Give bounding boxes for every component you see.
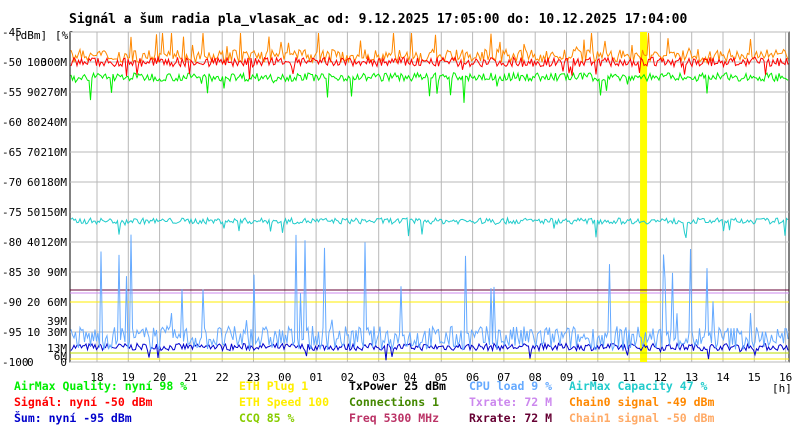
y-tick-rate-extra: 13M: [47, 342, 67, 355]
y-tick-dbm: -80: [2, 236, 22, 249]
series-sign-l-line: [70, 55, 789, 80]
y-tick-dbm: -100: [2, 356, 29, 369]
y-tick-rate: 300M: [41, 56, 68, 69]
legend-item: Signál: nyní -50 dBm: [14, 395, 153, 409]
x-tick-label: 01: [309, 371, 322, 384]
y-tick-dbm: -45: [2, 26, 22, 39]
x-tick-label: 11: [622, 371, 635, 384]
y-tick-pct: 0: [27, 356, 34, 369]
series-airmax-capacity-line: [70, 216, 789, 239]
chart-title: Signál a šum radia pla_vlasak_ac od: 9.1…: [69, 12, 687, 27]
y-tick-pct: 30: [27, 266, 40, 279]
y-tick-pct: 70: [27, 146, 40, 159]
y-tick-pct: 40: [27, 236, 40, 249]
x-tick-label: 02: [341, 371, 354, 384]
x-tick-label: 16: [779, 371, 792, 384]
y-tick-dbm: -50: [2, 56, 22, 69]
x-tick-label: 07: [497, 371, 510, 384]
legend-item: AirMax Quality: nyní 98 %: [14, 379, 188, 393]
x-tick-label: 20: [153, 371, 166, 384]
x-tick-label: 09: [560, 371, 573, 384]
y-tick-rate: 30M: [47, 326, 67, 339]
x-tick-label: 04: [403, 371, 417, 384]
y-tick-rate: 0: [60, 356, 67, 369]
y-tick-pct: 10: [27, 326, 40, 339]
x-tick-label: 05: [435, 371, 448, 384]
unit-dbm-label: [dBm]: [14, 29, 47, 42]
series-um-line: [70, 341, 789, 361]
y-tick-rate: 210M: [41, 146, 68, 159]
y-tick-dbm: -65: [2, 146, 22, 159]
x-unit-label: [h]: [772, 382, 792, 395]
x-tick-label: 15: [748, 371, 761, 384]
y-tick-rate: 90M: [47, 266, 67, 279]
y-tick-rate: 60M: [47, 296, 67, 309]
legend-item: TxPower 25 dBm: [349, 379, 446, 393]
y-tick-pct: 50: [27, 206, 40, 219]
x-tick-label: 08: [529, 371, 542, 384]
y-tick-dbm: -90: [2, 296, 22, 309]
y-tick-dbm: -75: [2, 206, 22, 219]
legend-item: Connections 1: [349, 395, 440, 409]
y-tick-pct: 100: [27, 56, 47, 69]
y-tick-rate-extra: 39M: [47, 315, 67, 328]
legend-item: ETH Speed 100: [239, 395, 330, 409]
x-tick-label: 00: [278, 371, 291, 384]
x-tick-label: 18: [90, 371, 103, 384]
y-tick-dbm: -55: [2, 86, 22, 99]
legend-item: Rxrate: 72 M: [469, 411, 553, 425]
y-tick-dbm: -95: [2, 326, 22, 339]
y-tick-rate: 120M: [41, 236, 68, 249]
legend-item: Freq 5300 MHz: [349, 411, 440, 425]
y-tick-pct: 80: [27, 116, 40, 129]
y-tick-dbm: -70: [2, 176, 22, 189]
x-tick-label: 13: [685, 371, 698, 384]
x-tick-label: 21: [184, 371, 197, 384]
legend-item: Txrate: 72 M: [469, 395, 553, 409]
series-cpu-load-line: [70, 234, 789, 352]
y-tick-rate: 150M: [41, 206, 68, 219]
x-tick-label: 03: [372, 371, 385, 384]
y-tick-rate: 180M: [41, 176, 68, 189]
y-tick-dbm: -60: [2, 116, 22, 129]
series-airmax-quality-line: [70, 71, 789, 103]
legend-item: AirMax Capacity 47 %: [569, 379, 708, 393]
x-tick-label: 19: [122, 371, 135, 384]
x-tick-label: 22: [216, 371, 229, 384]
x-tick-label: 23: [247, 371, 260, 384]
legend-item: Šum: nyní -95 dBm: [14, 411, 132, 425]
legend-item: Chain1 signal -50 dBm: [569, 411, 715, 425]
legend-item: Chain0 signal -49 dBm: [569, 395, 715, 409]
y-tick-dbm: -85: [2, 266, 22, 279]
y-tick-rate: 240M: [41, 116, 68, 129]
y-tick-rate-extra: 6M: [54, 350, 68, 363]
legend-item: ETH Plug 1: [239, 379, 309, 393]
y-tick-rate: 270M: [41, 86, 68, 99]
x-tick-label: 12: [654, 371, 667, 384]
plot-frame: [69, 31, 790, 363]
y-tick-pct: 90: [27, 86, 40, 99]
x-tick-label: 06: [466, 371, 479, 384]
x-tick-label: 14: [716, 371, 730, 384]
legend-item: CCQ 85 %: [239, 411, 295, 425]
y-tick-pct: 20: [27, 296, 40, 309]
x-tick-label: 10: [591, 371, 604, 384]
event-band: [640, 32, 648, 362]
legend-item: CPU load 9 %: [469, 379, 553, 393]
y-tick-pct: 60: [27, 176, 40, 189]
